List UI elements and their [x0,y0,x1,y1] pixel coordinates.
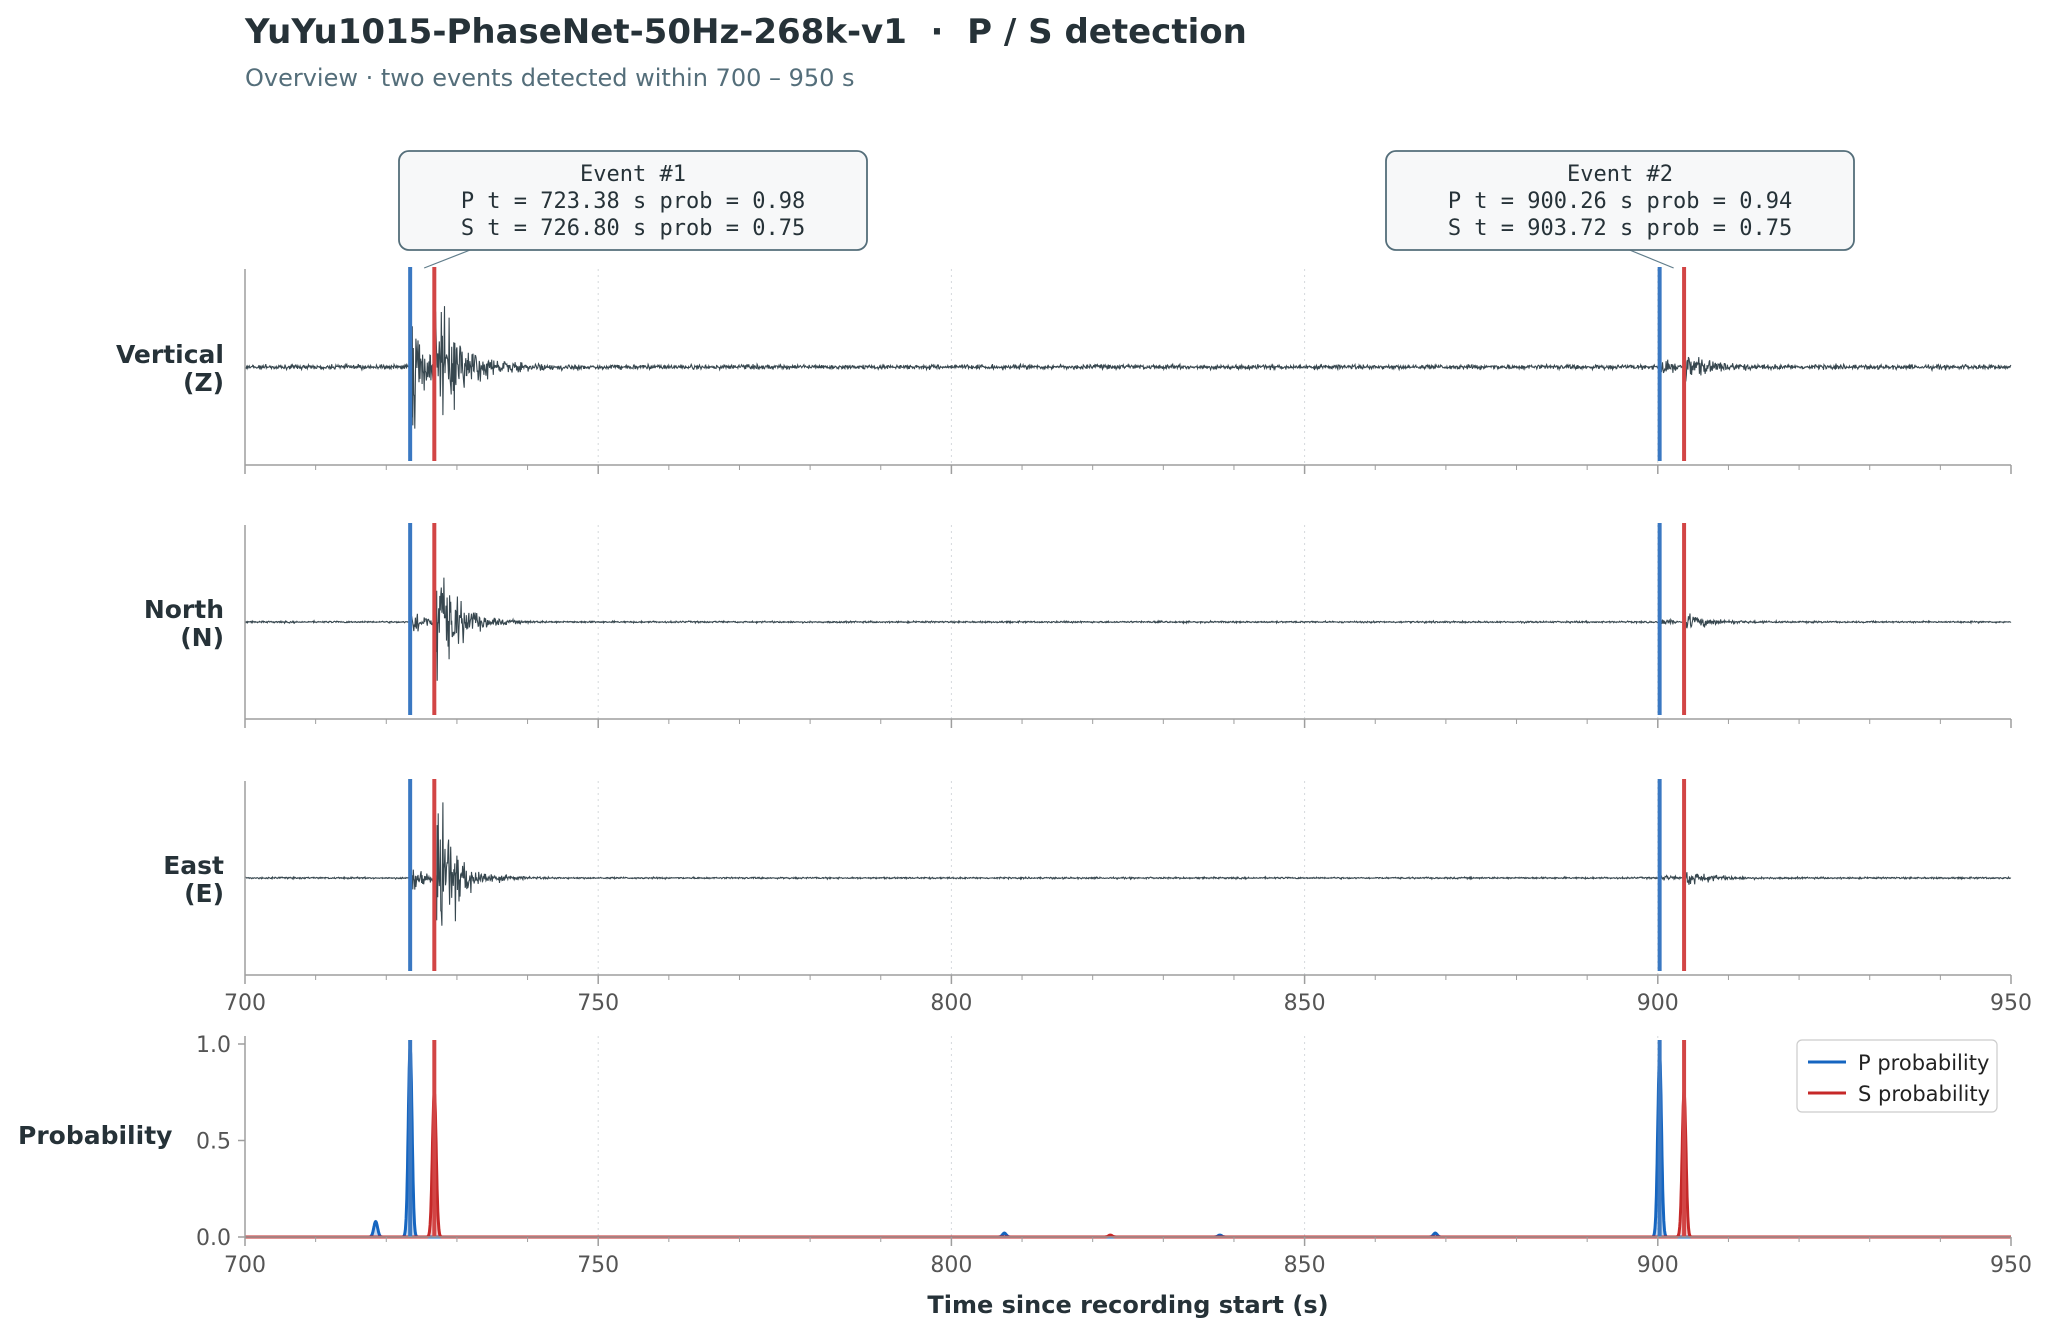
event-callouts: Event #1P t = 723.38 s prob = 0.98S t = … [398,150,1855,269]
x-tick-label: 850 [1284,991,1326,1016]
x-tick-label: 850 [1284,1253,1326,1278]
labels-layer: 700 750 800 850 900 950 700 750 800 850 900 950 0.0 0… [18,340,2032,1278]
channel-label: East [163,851,224,880]
event-s-line: S t = 903.72 s prob = 0.75 [1448,216,1792,241]
probability-curve [245,1089,2011,1239]
chart-subtitle: Overview · two events detected within 70… [245,64,855,92]
channel-label: (E) [184,879,224,908]
x-tick-label: 700 [224,991,266,1016]
event-title: Event #2 [1567,162,1673,187]
event-s-line: S t = 726.80 s prob = 0.75 [461,216,805,241]
x-axis-label: Time since recording start (s) [927,1291,1328,1319]
legend-box [1796,1039,1998,1113]
legend-label: S probability [1858,1082,1990,1106]
pick-lines-layer [408,267,1687,1237]
channel-label: (N) [180,623,224,652]
waveform-layer [244,306,2012,971]
legend: P probability S probability [1796,1039,1998,1113]
callout-arrow [1629,249,1674,269]
x-tick-label: 750 [577,1253,619,1278]
channel-label: (Z) [183,368,224,397]
x-tick-label: 750 [577,991,619,1016]
probability-curve [245,1043,2011,1239]
event-box [1385,150,1855,251]
y-tick-label: 0.5 [196,1130,231,1155]
grid-layer [597,269,1659,1237]
legend-label: P probability [1858,1051,1989,1075]
y-tick-label: 1.0 [196,1033,231,1058]
y-tick-label: 0.0 [196,1226,231,1251]
probability-axis-label: Probability [18,1121,172,1150]
x-tick-label: 900 [1637,991,1679,1016]
x-tick-label: 800 [930,991,972,1016]
event-title: Event #1 [580,162,686,187]
x-tick-label: 700 [224,1253,266,1278]
event-p-line: P t = 723.38 s prob = 0.98 [461,189,805,214]
waveform-trace [244,306,2012,429]
channel-label: Vertical [116,340,224,369]
probability-fill [245,1048,2011,1237]
x-tick-label: 950 [1990,1253,2032,1278]
probability-fill [245,1092,2011,1237]
x-tick-label: 900 [1637,1253,1679,1278]
channel-label: North [144,595,224,624]
waveform-trace [244,802,2012,971]
x-tick-label: 950 [1990,991,2032,1016]
probability-layer [245,1043,2011,1239]
chart-title: YuYu1015-PhaseNet-50Hz-268k-v1 · P / S d… [244,12,1247,52]
event-p-line: P t = 900.26 s prob = 0.94 [1448,189,1792,214]
waveform-trace [244,548,2012,681]
axes-layer [238,269,2012,1246]
x-tick-label: 800 [930,1253,972,1278]
event-box [398,150,868,251]
callout-arrow [423,249,471,269]
